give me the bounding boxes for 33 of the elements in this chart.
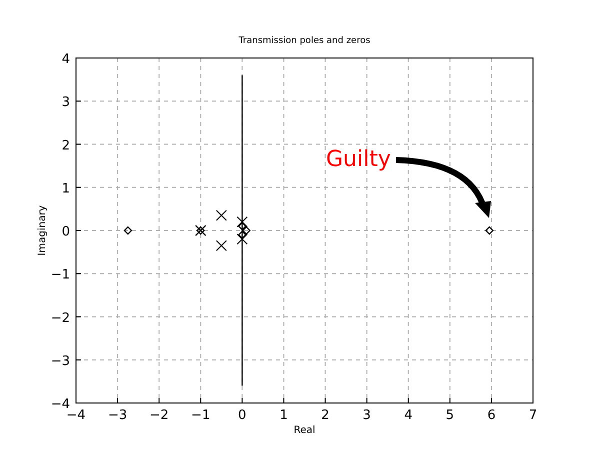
point (216, 210, 227, 221)
point (124, 226, 132, 235)
point (485, 226, 494, 235)
y-tick-label: 0 (62, 224, 70, 240)
x-tick-label: 1 (280, 408, 288, 423)
y-tick-label: 4 (62, 52, 70, 67)
point (238, 230, 246, 239)
point (236, 234, 248, 245)
y-tick-label: 2 (62, 138, 70, 154)
x-tick-label: −1 (191, 408, 210, 423)
x-tick-label: 0 (238, 408, 246, 423)
x-tick-label: 5 (446, 408, 454, 423)
x-tick-label: 4 (404, 408, 413, 423)
x-axis-title: Real (294, 425, 316, 436)
y-tick-label: 3 (62, 95, 70, 110)
y-tick-label: −1 (50, 268, 70, 283)
x-tick-label: −3 (108, 408, 128, 423)
point (216, 240, 227, 252)
y-axis-title: Imaginary (37, 205, 48, 256)
y-tick-label: −3 (50, 354, 70, 369)
x-tick-label: 2 (321, 408, 330, 423)
chart-title: Transmission poles and zeros (238, 36, 371, 46)
x-tick-label: −2 (150, 408, 169, 423)
annotation: Guilty (326, 147, 391, 172)
y-tick-label: −2 (50, 310, 70, 326)
y-tick-label: −4 (50, 397, 70, 412)
point (238, 222, 246, 230)
point (242, 226, 250, 235)
x-tick-label: 3 (362, 408, 371, 423)
point (236, 216, 248, 228)
x-tick-label: 6 (487, 408, 496, 423)
y-tick-label: 1 (62, 181, 70, 196)
x-tick-label: 7 (528, 408, 538, 423)
